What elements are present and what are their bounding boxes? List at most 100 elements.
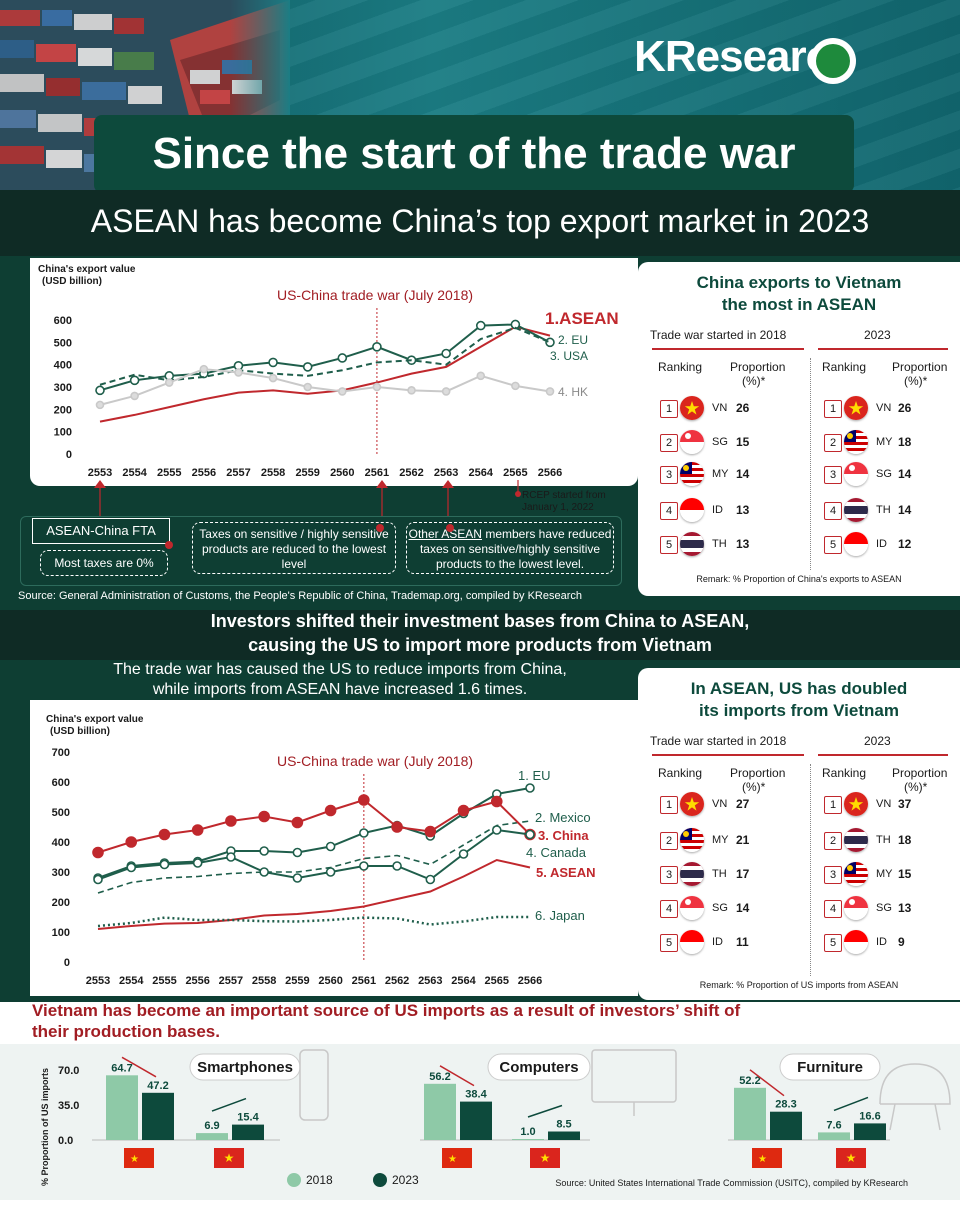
series-label: 1.ASEAN xyxy=(545,309,619,328)
marker-dot xyxy=(165,541,173,549)
product-name: Computers xyxy=(499,1059,578,1076)
china-exports-ranking-panel: China exports to Vietnam the most in ASEA… xyxy=(638,262,960,596)
proportion-value: 14 xyxy=(898,467,912,481)
flag-id-icon xyxy=(680,930,704,954)
series-line-5 xyxy=(97,858,531,930)
series-point xyxy=(292,873,303,883)
series-point xyxy=(525,783,535,793)
country-code: VN xyxy=(876,402,892,414)
series-label: 6. Japan xyxy=(535,908,585,923)
product-name: Smartphones xyxy=(197,1059,293,1076)
flag-my-icon xyxy=(680,462,704,486)
x-tick-label: 2566 xyxy=(538,467,562,479)
series-point xyxy=(476,371,486,381)
ranking-label: Ranking xyxy=(822,766,867,780)
us-imports-chart-card: China's export value (USD billion) 0 100 200… xyxy=(30,700,638,996)
series-line-2 xyxy=(97,820,531,894)
series-point xyxy=(268,357,278,368)
x-tick-label: 2565 xyxy=(485,975,509,987)
series-point xyxy=(292,847,303,858)
product-share-bar-chart: % Proportion of US imports 70.0 35.0 0.0 Sma… xyxy=(40,1049,951,1188)
series-line-1 xyxy=(99,325,551,423)
series-point xyxy=(324,804,337,817)
flag-vn-icon xyxy=(680,396,704,420)
series-point xyxy=(95,400,105,410)
section2-heading-line2: causing the US to import more products f… xyxy=(248,635,712,655)
series-point xyxy=(225,815,237,827)
china-flag-icon xyxy=(442,1148,472,1168)
china-bar-2018 xyxy=(424,1083,456,1140)
rank-number: 4 xyxy=(660,502,678,520)
flag-sg-icon xyxy=(680,896,704,920)
china-flag-star: ★ xyxy=(130,1154,139,1165)
proportion-value: 15 xyxy=(736,435,750,449)
china-bar-2023 xyxy=(460,1101,492,1140)
china-exports-chart-card: China's export value (USD billion) 0 100 200… xyxy=(30,258,638,486)
series-label: 4. HK xyxy=(558,385,588,399)
series-line-6 xyxy=(97,915,530,928)
series-point xyxy=(325,867,336,877)
flag-th-icon xyxy=(844,498,868,522)
china-bar-label: 64.7 xyxy=(111,1062,132,1074)
flag-th-icon xyxy=(680,862,704,886)
y-tick-label: 100 xyxy=(54,427,72,439)
vietnam-flag-icon xyxy=(214,1148,244,1168)
panel-title-line2: its imports from Vietnam xyxy=(699,701,899,720)
vietnam-flag-star: ★ xyxy=(540,1151,551,1165)
x-tick-label: 2565 xyxy=(503,467,527,479)
increase-arrow xyxy=(527,1104,563,1118)
x-tick-label: 2555 xyxy=(152,975,176,987)
china-flag-icon xyxy=(124,1148,154,1168)
china-bar-2018 xyxy=(106,1075,138,1140)
vietnam-bar-label: 16.6 xyxy=(859,1110,880,1122)
y-tick-label: 600 xyxy=(54,315,72,327)
flag-sg-icon xyxy=(844,896,868,920)
series-point xyxy=(490,795,503,808)
proportion-value: 9 xyxy=(898,935,905,949)
ranking-label: Ranking xyxy=(658,766,703,780)
vietnam-bar-2023 xyxy=(548,1131,580,1140)
series-point xyxy=(441,387,451,396)
china-exports-line-chart: China's export value(USD billion) 0 100 200… xyxy=(38,264,619,479)
series-point xyxy=(391,821,403,833)
series-point xyxy=(130,391,139,401)
x-tick-label: 2554 xyxy=(122,467,147,479)
flag-id-icon xyxy=(844,532,868,556)
other-asean-rest: members have reduced taxes on sensitive/… xyxy=(419,527,612,571)
series-point xyxy=(372,382,382,392)
marker-dot xyxy=(446,524,454,532)
rank-number: 5 xyxy=(824,934,842,952)
vietnam-bar-2023 xyxy=(854,1123,886,1140)
proportion-unit: (%)* xyxy=(904,780,928,794)
share-y-tick: 35.0 xyxy=(58,1100,79,1112)
country-code: MY xyxy=(712,468,729,480)
proportion-value: 26 xyxy=(736,401,750,415)
header-rule xyxy=(818,754,948,756)
rank-number: 3 xyxy=(824,866,842,884)
proportion-value: 18 xyxy=(898,435,912,449)
vietnam-bar-label: 6.9 xyxy=(204,1120,219,1132)
trade-war-annotation: US-China trade war (July 2018) xyxy=(277,753,473,769)
china-bar-2018 xyxy=(734,1087,766,1140)
series-point xyxy=(125,836,138,848)
us-imports-line-chart: China's export value(USD billion) 0 100 200… xyxy=(46,714,595,987)
header-rule xyxy=(818,348,948,350)
col-header-2023: 2023 xyxy=(864,328,891,342)
panel-remark: Remark: % Proportion of China's exports … xyxy=(696,574,902,584)
fta-label: ASEAN-China FTA xyxy=(32,518,170,544)
country-code: VN xyxy=(876,798,892,810)
proportion-unit: (%)* xyxy=(742,780,766,794)
china-bar-2023 xyxy=(142,1092,174,1140)
vietnam-bar-label: 1.0 xyxy=(520,1126,535,1138)
header-banner xyxy=(0,0,960,190)
series-label: 4. Canada xyxy=(526,845,587,860)
series-point xyxy=(268,373,278,383)
kbank-leaf-icon xyxy=(810,38,856,84)
product-share-section: % Proportion of US imports 70.0 35.0 0.0 Sma… xyxy=(0,1044,960,1200)
y-axis-label-unit: (USD billion) xyxy=(42,276,102,287)
panel-title-line2: the most in ASEAN xyxy=(721,295,877,314)
trade-war-annotation: US-China trade war (July 2018) xyxy=(277,287,473,303)
rank-number: 3 xyxy=(660,866,678,884)
increase-arrow xyxy=(833,1096,869,1112)
increase-arrow xyxy=(211,1097,247,1112)
